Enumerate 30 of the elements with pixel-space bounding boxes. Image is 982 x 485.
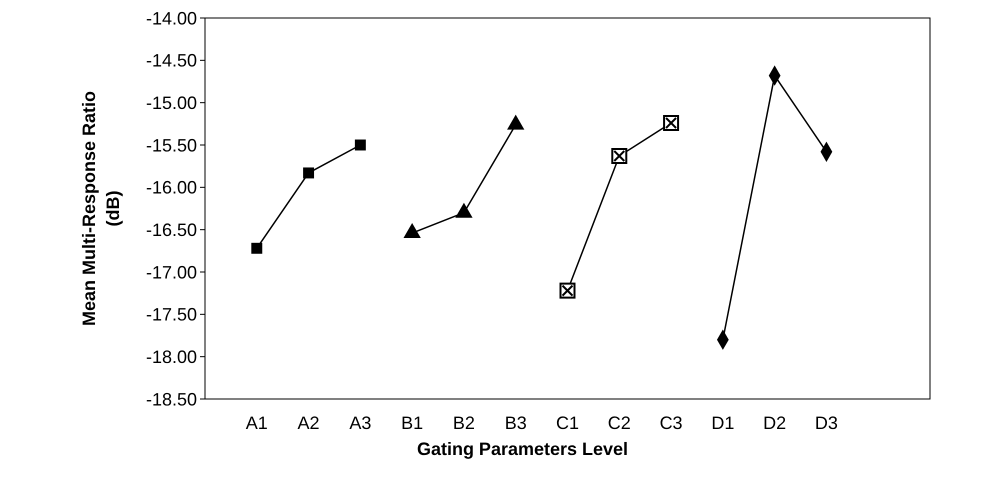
- x-tick-label: D3: [814, 413, 838, 433]
- x-tick-label: C2: [608, 413, 631, 433]
- y-axis-title: Mean Multi-Response Ratio (dB): [79, 90, 123, 326]
- point: [354, 140, 366, 150]
- x-axis-title: Gating Parameters Level: [416, 439, 628, 459]
- y-tick-label: -14.00: [146, 8, 197, 28]
- x-tick-label: A3: [349, 413, 372, 433]
- y-tick-label: -18.00: [146, 346, 197, 367]
- x-tick-label: B2: [452, 413, 475, 433]
- point: [611, 148, 628, 164]
- x-tick-label: A2: [298, 413, 320, 433]
- x-tick-label: B3: [504, 413, 527, 433]
- x-tick-label: C1: [556, 413, 580, 433]
- y-tick-label: -15.00: [146, 92, 197, 113]
- x-tick-label: A1: [246, 413, 268, 433]
- point: [303, 167, 314, 178]
- y-tick-label: -14.50: [146, 50, 197, 71]
- x-tick-label: D2: [763, 413, 786, 433]
- point: [663, 114, 680, 131]
- x-tick-label: B1: [401, 413, 424, 433]
- y-tick-label: -16.50: [146, 220, 197, 240]
- y-tick-label: -18.50: [146, 389, 197, 410]
- point: [560, 282, 576, 299]
- y-tick-label: -17.00: [146, 262, 197, 282]
- y-tick-label: -15.50: [146, 135, 197, 156]
- x-tick-label: D1: [711, 413, 734, 433]
- x-tick-label: C3: [660, 413, 683, 433]
- y-tick-label: -16.00: [146, 178, 197, 198]
- point: [251, 242, 262, 254]
- y-tick-label: -17.50: [146, 304, 197, 325]
